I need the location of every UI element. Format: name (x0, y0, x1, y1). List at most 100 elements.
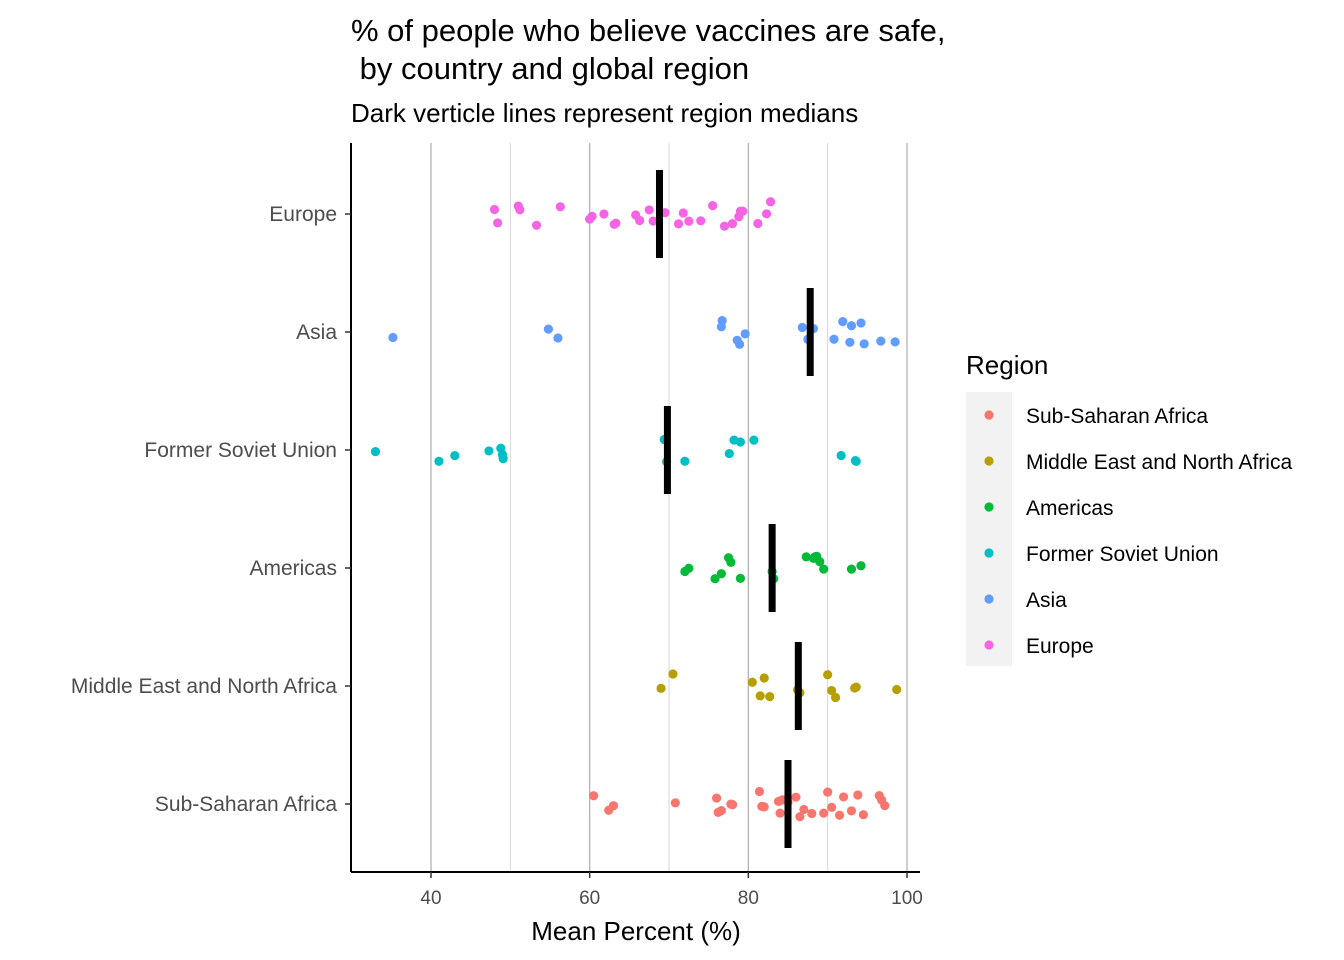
data-point (791, 792, 801, 802)
x-tick-labels: 40 60 80 100 (420, 872, 923, 909)
data-point (761, 209, 772, 219)
data-point (827, 802, 837, 812)
chart-title-line-1: % of people who believe vaccines are saf… (351, 13, 946, 48)
y-tick-label: Sub-Saharan Africa (155, 793, 337, 816)
legend-label: Sub-Saharan Africa (1026, 405, 1208, 428)
legend-label: Former Soviet Union (1026, 543, 1219, 566)
data-point (819, 564, 829, 574)
data-point (484, 446, 494, 456)
legend-key (984, 640, 994, 650)
data-point (846, 806, 857, 816)
data-point (388, 332, 398, 343)
legend-key (984, 410, 994, 420)
data-point (754, 786, 765, 797)
data-point (747, 677, 757, 687)
data-point (838, 792, 849, 802)
data-point (876, 336, 886, 346)
data-point (696, 216, 706, 226)
data-point (716, 569, 726, 579)
data-point (497, 450, 507, 460)
data-point (489, 204, 500, 215)
data-point (823, 787, 833, 797)
data-point (708, 201, 718, 211)
data-point (555, 202, 565, 212)
median-line-middle-east-and-north-africa (794, 642, 802, 730)
data-point (717, 315, 727, 326)
data-point (859, 339, 869, 349)
data-point (834, 810, 845, 820)
data-point (807, 808, 817, 819)
data-point (724, 448, 734, 459)
data-point (765, 692, 775, 702)
x-tick-label: 60 (579, 888, 600, 909)
y-tick-label: Asia (296, 321, 337, 344)
data-point (823, 670, 833, 680)
axes (350, 143, 920, 873)
data-point (370, 446, 381, 457)
data-point (735, 573, 746, 583)
data-point (815, 556, 825, 567)
y-tick-label: Americas (249, 557, 337, 580)
data-point (775, 808, 785, 818)
data-point (846, 321, 857, 331)
data-point (599, 209, 609, 219)
legend-key (984, 594, 994, 604)
data-point (851, 456, 861, 466)
data-point (845, 337, 855, 347)
legend-label: Europe (1026, 635, 1094, 658)
data-point (753, 218, 763, 229)
x-axis-label: Mean Percent (%) (531, 916, 741, 946)
data-point (673, 219, 684, 229)
median-line-europe (655, 170, 663, 258)
data-point (856, 318, 866, 328)
data-point (726, 557, 736, 567)
data-point (738, 206, 748, 216)
data-point (710, 574, 720, 584)
x-tick-label: 40 (420, 888, 441, 909)
median-lines (655, 170, 814, 848)
grid-lines (430, 143, 908, 872)
data-point (759, 673, 769, 683)
data-point (635, 215, 645, 226)
data-point (727, 218, 738, 229)
median-line-asia (806, 288, 814, 376)
data-point (829, 334, 839, 344)
data-point (678, 208, 688, 218)
legend-title: Region (966, 350, 1048, 380)
data-point (493, 218, 503, 228)
y-tick-labels: Europe Asia Former Soviet Union Americas Mid… (71, 203, 351, 816)
legend-key (984, 502, 994, 512)
data-point (727, 799, 738, 810)
legend-label: Asia (1026, 589, 1067, 612)
data-point (531, 220, 542, 230)
data-point (851, 682, 861, 692)
y-tick-label: Europe (269, 203, 337, 226)
data-point (856, 561, 866, 571)
data-point (589, 791, 599, 801)
data-point (680, 456, 690, 466)
data-point (587, 211, 597, 221)
data-point (740, 329, 750, 339)
data-point (434, 456, 444, 466)
median-line-former-soviet-union (663, 406, 671, 494)
data-point (819, 808, 829, 818)
data-point (755, 691, 765, 701)
data-point (749, 435, 759, 445)
data-point (608, 801, 619, 811)
data-point (765, 197, 776, 207)
data-point (648, 216, 658, 226)
legend-key (984, 456, 994, 466)
median-line-americas (768, 524, 776, 612)
data-points (370, 197, 902, 822)
data-point (831, 692, 841, 703)
data-point (656, 683, 666, 693)
data-point (553, 333, 563, 343)
data-point (611, 218, 621, 228)
legend-label: Americas (1026, 497, 1114, 520)
median-line-sub-saharan-africa (784, 760, 792, 848)
x-tick-label: 80 (738, 888, 759, 909)
data-point (795, 812, 805, 822)
data-point (735, 437, 746, 447)
legend-label: Middle East and North Africa (1026, 451, 1292, 474)
y-tick-label: Former Soviet Union (144, 439, 337, 462)
